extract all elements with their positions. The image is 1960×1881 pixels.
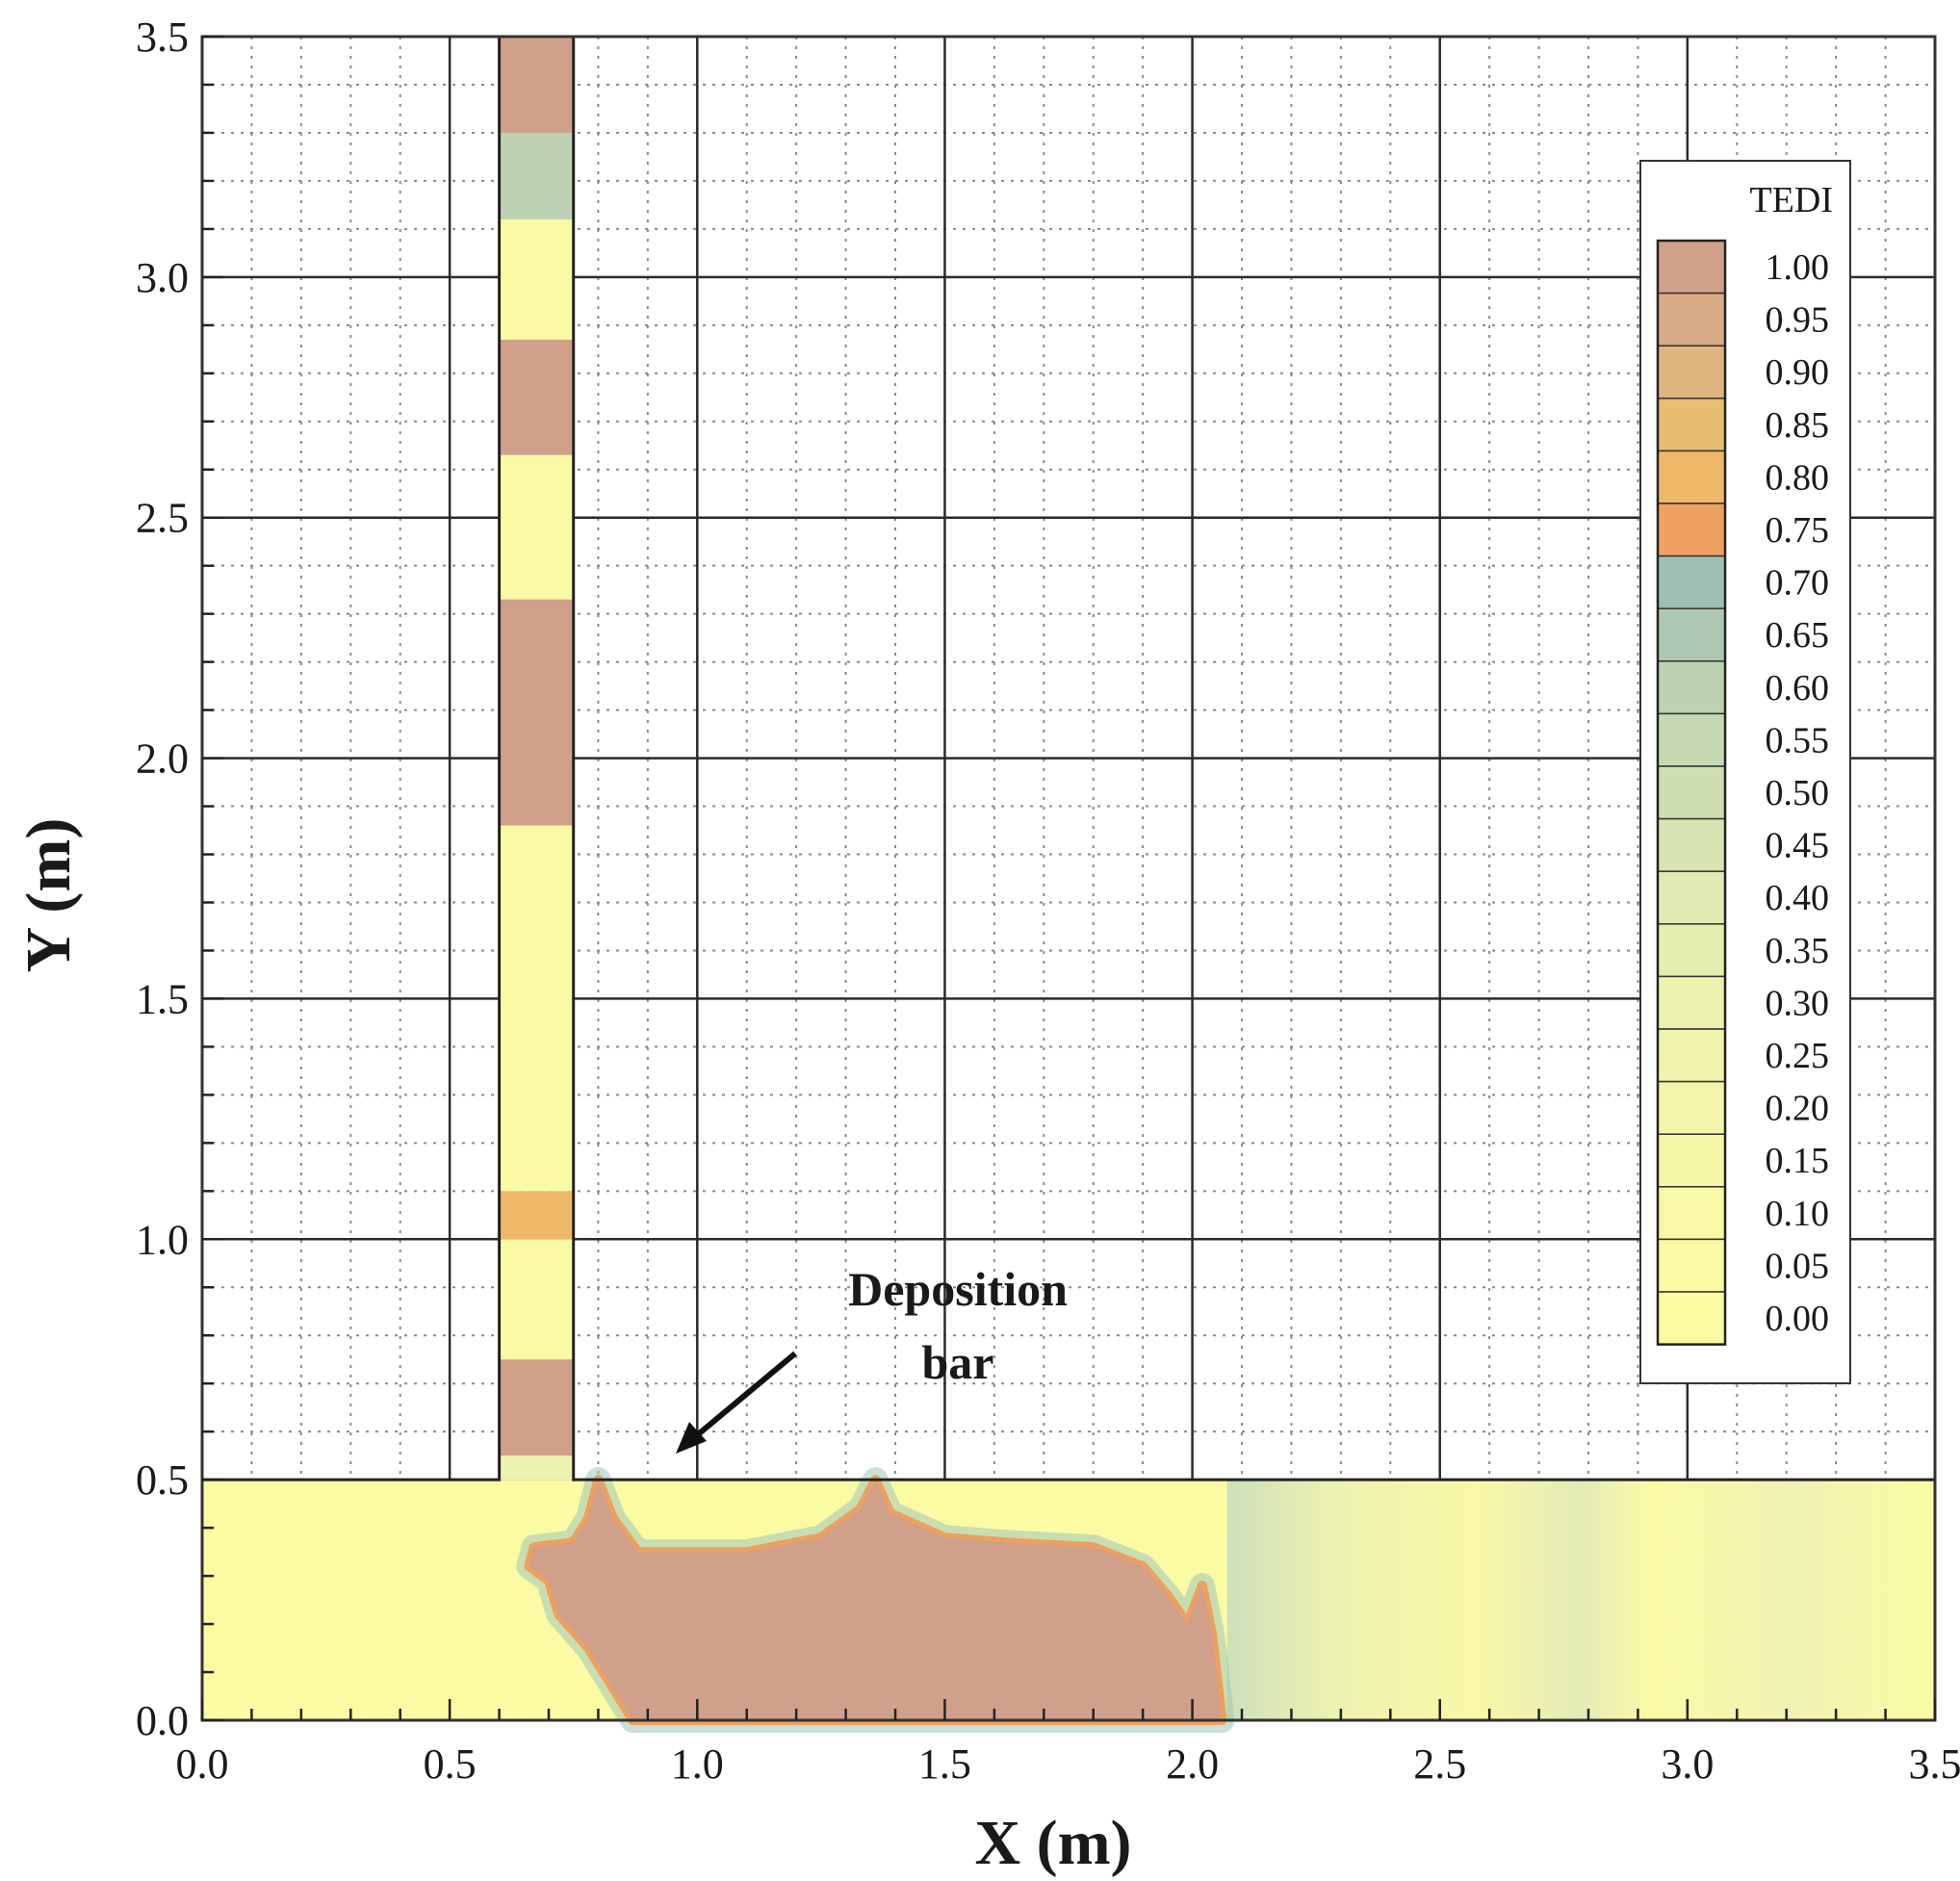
colorbar-frame [1656, 239, 1727, 1346]
tributary-band [499, 37, 574, 133]
colorbar-label: 0.65 [1766, 615, 1830, 656]
colorbar-label: 0.50 [1766, 773, 1830, 813]
colorbar-swatch [1657, 1080, 1726, 1135]
x-tick-label: 1.5 [918, 1740, 971, 1788]
colorbar-label: 0.30 [1766, 983, 1830, 1023]
x-tick-label: 3.5 [1909, 1740, 1960, 1788]
annotation-arrow-shaft [689, 1351, 797, 1443]
y-axis-ticks: 0.0 0.5 1.0 1.5 2.0 2.5 3.0 3.5 [136, 13, 223, 1744]
annotation-arrow-head [676, 1422, 707, 1454]
colorbar-label: 0.05 [1766, 1246, 1830, 1286]
tributary-band [499, 1359, 574, 1456]
colorbar-swatch [1657, 607, 1726, 662]
colorbar-swatch [1657, 554, 1726, 609]
y-tick-label: 3.0 [136, 254, 189, 301]
colorbar-label: 0.25 [1766, 1036, 1830, 1076]
tributary-band [499, 1191, 574, 1240]
colorbar-label: 0.95 [1766, 300, 1830, 341]
deposition-annotation: Deposition bar [676, 1262, 1068, 1454]
y-tick-label: 2.0 [136, 735, 189, 783]
tributary-band [499, 1456, 574, 1481]
colorbar-label: 0.55 [1766, 720, 1830, 760]
colorbar-label: 0.75 [1766, 510, 1830, 551]
plot-frame [200, 35, 1937, 1722]
tributary-field [499, 37, 574, 1481]
x-tick-label: 0.0 [176, 1740, 229, 1788]
colorbar-swatch [1657, 975, 1726, 1030]
colorbar-swatch [1657, 1133, 1726, 1188]
y-tick-label: 1.5 [136, 975, 189, 1022]
colorbar-swatch [1657, 292, 1726, 347]
colorbar-label: 0.15 [1766, 1141, 1830, 1181]
colorbar-swatch [1657, 240, 1726, 295]
colorbar-label: 0.70 [1766, 563, 1830, 604]
colorbar-label: 0.00 [1766, 1299, 1830, 1339]
colorbar-label: 0.80 [1766, 457, 1830, 498]
tributary-band [499, 825, 574, 1192]
y-tick-label: 0.5 [136, 1456, 189, 1504]
colorbar-label: 0.40 [1766, 878, 1830, 918]
colorbar-swatch [1657, 398, 1726, 452]
colorbar-label: 0.35 [1766, 931, 1830, 971]
x-axis-title: X (m) [974, 1808, 1131, 1878]
colorbar-label: 0.20 [1766, 1089, 1830, 1129]
x-tick-label: 0.5 [424, 1740, 477, 1788]
colorbar-label: 0.45 [1766, 826, 1830, 866]
y-tick-label: 1.0 [136, 1216, 189, 1263]
annotation-line-1: Deposition [848, 1262, 1068, 1316]
y-tick-label: 2.5 [136, 495, 189, 542]
colorbar-label: 0.60 [1766, 668, 1830, 709]
colorbar-swatch [1657, 765, 1726, 820]
x-axis-ticks: 0.0 0.5 1.0 1.5 2.0 2.5 3.0 3.5 [176, 1699, 1960, 1788]
tributary-band [499, 1239, 574, 1360]
tributary-band [499, 219, 574, 340]
flow-domain [202, 37, 1935, 1733]
x-tick-label: 2.0 [1166, 1740, 1219, 1788]
colorbar-swatch [1657, 870, 1726, 925]
x-tick-label: 3.0 [1661, 1740, 1714, 1788]
tributary-band [499, 339, 574, 455]
colorbar-label: 0.85 [1766, 405, 1830, 446]
downstream-gradient-zone [1226, 1480, 1935, 1720]
colorbar-swatch [1657, 502, 1726, 557]
colorbar-swatch [1657, 1028, 1726, 1083]
colorbar-swatch [1657, 660, 1726, 715]
colorbar-legend: TEDI 1.00 0.95 0.90 0.85 0.80 0.75 0.70 0.65 0.6… [1639, 160, 1851, 1384]
colorbar-swatch [1657, 345, 1726, 399]
legend-title: TEDI [1749, 180, 1833, 220]
x-tick-label: 2.5 [1413, 1740, 1466, 1788]
colorbar-label: 0.90 [1766, 352, 1830, 393]
colorbar-label: 1.00 [1766, 247, 1830, 288]
colorbar-swatches: 1.00 0.95 0.90 0.85 0.80 0.75 0.70 0.65 0.60 0.55… [1656, 239, 1830, 1346]
colorbar-label: 0.10 [1766, 1194, 1830, 1234]
colorbar-swatch [1657, 712, 1726, 767]
y-tick-label: 3.5 [136, 13, 189, 61]
colorbar-swatch [1657, 1186, 1726, 1241]
colorbar-swatch [1657, 817, 1726, 872]
tributary-band [499, 599, 574, 826]
deposition-bar-region [529, 1480, 1223, 1720]
x-tick-label: 1.0 [671, 1740, 724, 1788]
tributary-band [499, 454, 574, 600]
annotation-line-2: bar [922, 1335, 994, 1389]
tributary-band [499, 132, 574, 219]
colorbar-swatch [1657, 923, 1726, 978]
colorbar-swatch [1657, 1291, 1726, 1346]
colorbar-swatch [1657, 1238, 1726, 1293]
y-axis-title: Y (m) [13, 818, 84, 973]
y-tick-label: 0.0 [136, 1697, 189, 1744]
colorbar-swatch [1657, 450, 1726, 504]
